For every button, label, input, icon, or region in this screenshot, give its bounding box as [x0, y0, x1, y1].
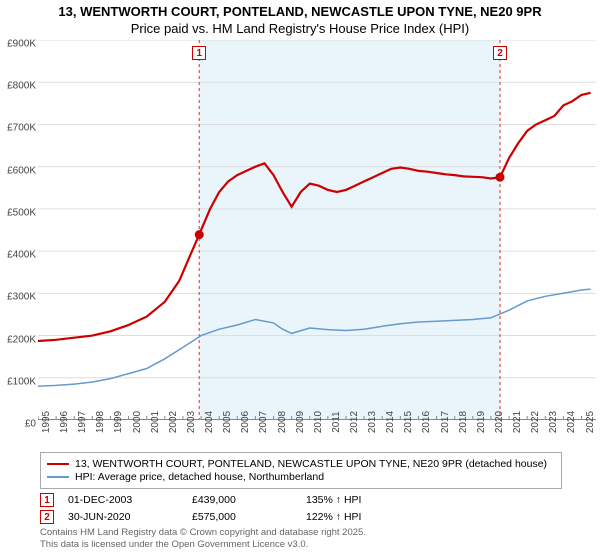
- y-tick-label: £800K: [7, 81, 36, 92]
- x-tick-label: 2009: [295, 411, 306, 433]
- event-pct: 135% ↑ HPI: [306, 494, 426, 506]
- event-date: 01-DEC-2003: [68, 494, 178, 506]
- event-row: 2 30-JUN-2020 £575,000 122% ↑ HPI: [40, 510, 562, 524]
- x-tick-label: 2008: [277, 411, 288, 433]
- event-price: £575,000: [192, 511, 292, 523]
- legend: 13, WENTWORTH COURT, PONTELAND, NEWCASTL…: [40, 452, 562, 489]
- x-tick-label: 2019: [476, 411, 487, 433]
- y-tick-label: £400K: [7, 250, 36, 261]
- chart-title: 13, WENTWORTH COURT, PONTELAND, NEWCASTL…: [0, 0, 600, 40]
- y-tick-label: £300K: [7, 292, 36, 303]
- event-box-2: 2: [40, 510, 54, 524]
- x-tick-label: 2011: [331, 411, 342, 433]
- title-subtitle: Price paid vs. HM Land Registry's House …: [10, 21, 590, 38]
- x-tick-label: 2013: [367, 411, 378, 433]
- legend-label: 13, WENTWORTH COURT, PONTELAND, NEWCASTL…: [75, 458, 547, 470]
- x-tick-label: 2007: [258, 411, 269, 433]
- x-tick-label: 2017: [440, 411, 451, 433]
- y-tick-label: £0: [25, 419, 36, 430]
- legend-swatch: [47, 463, 69, 465]
- x-tick-label: 2015: [403, 411, 414, 433]
- legend-swatch: [47, 476, 69, 478]
- x-tick-label: 2024: [566, 411, 577, 433]
- x-tick-label: 1999: [113, 411, 124, 433]
- x-tick-label: 1997: [77, 411, 88, 433]
- y-tick-label: £700K: [7, 123, 36, 134]
- footer-licence: This data is licensed under the Open Gov…: [40, 539, 562, 551]
- x-tick-label: 2018: [458, 411, 469, 433]
- y-tick-label: £500K: [7, 207, 36, 218]
- y-tick-label: £600K: [7, 165, 36, 176]
- event-row: 1 01-DEC-2003 £439,000 135% ↑ HPI: [40, 493, 562, 507]
- footer-copyright: Contains HM Land Registry data © Crown c…: [40, 527, 562, 539]
- x-tick-label: 2014: [385, 411, 396, 433]
- y-axis-labels: £0£100K£200K£300K£400K£500K£600K£700K£80…: [0, 44, 38, 424]
- x-tick-label: 2022: [530, 411, 541, 433]
- x-tick-label: 2020: [494, 411, 505, 433]
- x-tick-label: 2005: [222, 411, 233, 433]
- event-marker-2: 2: [493, 46, 507, 60]
- x-tick-label: 2002: [168, 411, 179, 433]
- chart-plot-area: [38, 40, 596, 420]
- legend-label: HPI: Average price, detached house, Nort…: [75, 471, 324, 483]
- legend-row: HPI: Average price, detached house, Nort…: [47, 471, 555, 483]
- x-tick-label: 1995: [41, 411, 52, 433]
- chart-svg: [38, 40, 596, 420]
- x-axis-labels: 1995199619971998199920002001200220032004…: [38, 420, 596, 450]
- x-tick-label: 2004: [204, 411, 215, 433]
- title-address: 13, WENTWORTH COURT, PONTELAND, NEWCASTL…: [10, 4, 590, 21]
- footer: Contains HM Land Registry data © Crown c…: [40, 527, 562, 552]
- x-tick-label: 2006: [240, 411, 251, 433]
- y-tick-label: £900K: [7, 39, 36, 50]
- x-tick-label: 2021: [512, 411, 523, 433]
- x-tick-label: 2012: [349, 411, 360, 433]
- event-price: £439,000: [192, 494, 292, 506]
- x-tick-label: 2000: [132, 411, 143, 433]
- x-tick-label: 2025: [585, 411, 596, 433]
- x-tick-label: 2010: [313, 411, 324, 433]
- legend-row: 13, WENTWORTH COURT, PONTELAND, NEWCASTL…: [47, 458, 555, 470]
- x-tick-label: 1998: [95, 411, 106, 433]
- x-tick-label: 2001: [150, 411, 161, 433]
- event-date: 30-JUN-2020: [68, 511, 178, 523]
- x-tick-label: 2003: [186, 411, 197, 433]
- x-tick-label: 2016: [421, 411, 432, 433]
- events-table: 1 01-DEC-2003 £439,000 135% ↑ HPI 2 30-JUN-20…: [40, 493, 562, 524]
- x-tick-label: 1996: [59, 411, 70, 433]
- x-tick-label: 2023: [548, 411, 559, 433]
- y-tick-label: £200K: [7, 334, 36, 345]
- event-pct: 122% ↑ HPI: [306, 511, 426, 523]
- event-box-1: 1: [40, 493, 54, 507]
- y-tick-label: £100K: [7, 376, 36, 387]
- event-marker-1: 1: [192, 46, 206, 60]
